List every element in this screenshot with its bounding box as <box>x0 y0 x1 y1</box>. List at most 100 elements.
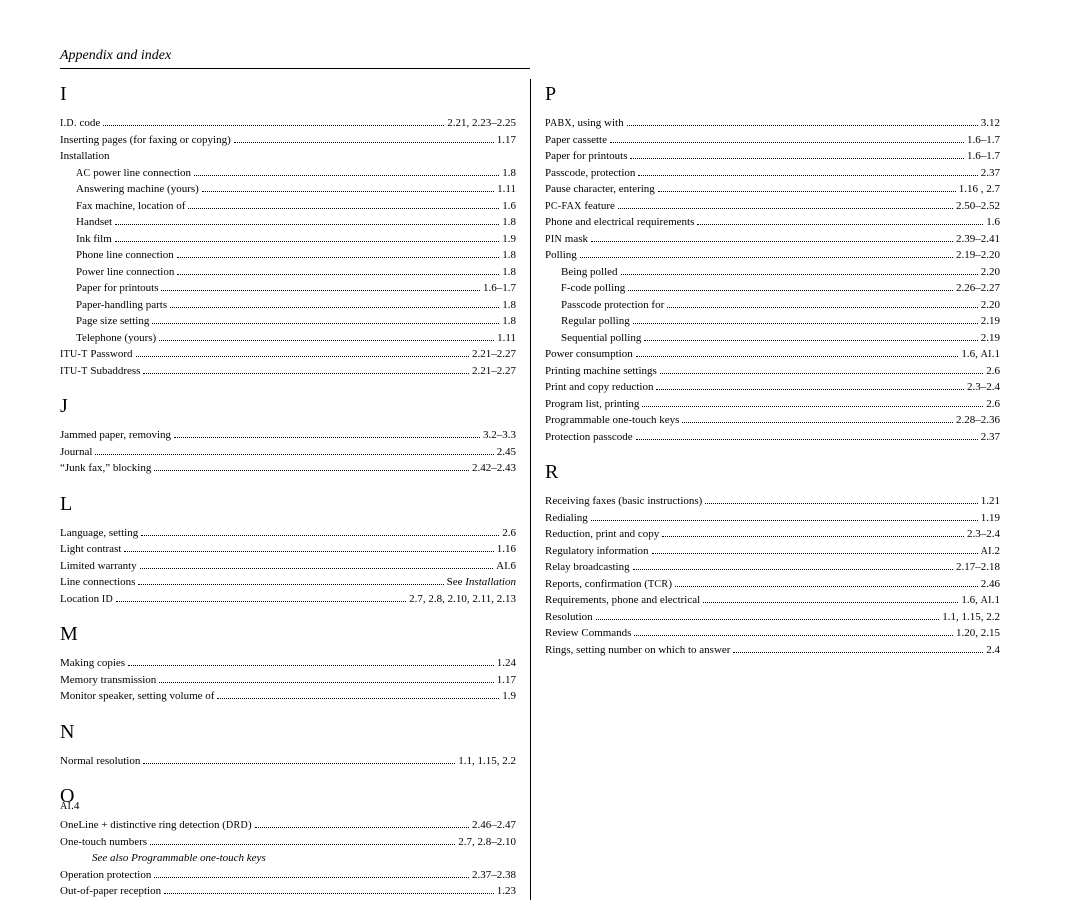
entry-label: Pause character, entering <box>545 181 655 198</box>
leader-dots <box>177 257 499 258</box>
entry-label: Location ID <box>60 591 113 608</box>
leader-dots <box>188 208 499 209</box>
section-letter: R <box>545 457 1000 487</box>
leader-dots <box>618 208 953 209</box>
entry-label: Sequential polling <box>561 330 641 347</box>
leader-dots <box>143 763 455 764</box>
leader-dots <box>140 568 493 569</box>
index-entry: Location ID2.7, 2.8, 2.10, 2.11, 2.13 <box>60 591 516 608</box>
entry-page: 2.3–2.4 <box>967 526 1000 543</box>
index-entry: Relay broadcasting2.17–2.18 <box>545 559 1000 576</box>
leader-dots <box>660 373 983 374</box>
index-entry: Power consumption1.6, AI.1 <box>545 346 1000 363</box>
entry-label: PC-FAX feature <box>545 198 615 215</box>
leader-dots <box>634 635 953 636</box>
entry-label: Paper-handling parts <box>76 297 167 314</box>
leader-dots <box>633 569 953 570</box>
leader-dots <box>159 340 494 341</box>
leader-dots <box>116 601 406 602</box>
entry-label: Answering machine (yours) <box>76 181 199 198</box>
entry-label: Polling <box>545 247 577 264</box>
entry-label: Operation protection <box>60 867 151 884</box>
entry-page: 1.1, 1.15, 2.2 <box>458 753 516 770</box>
entry-page: 2.37–2.38 <box>472 867 516 884</box>
entry-label: OneLine + distinctive ring detection (DR… <box>60 817 252 834</box>
leader-dots <box>150 844 455 845</box>
entry-page: 2.3–2.4 <box>967 379 1000 396</box>
entry-page: 2.46 <box>981 576 1000 593</box>
index-entry: Being polled2.20 <box>545 264 1000 281</box>
index-entry: Requirements, phone and electrical1.6, A… <box>545 592 1000 609</box>
leader-dots <box>202 191 494 192</box>
index-entry: Passcode, protection2.37 <box>545 165 1000 182</box>
leader-dots <box>580 257 953 258</box>
entry-label: Jammed paper, removing <box>60 427 171 444</box>
entry-label: Line connections <box>60 574 135 591</box>
entry-label: Ink film <box>76 231 112 248</box>
index-entry: Rings, setting number on which to answer… <box>545 642 1000 659</box>
entry-page: 2.20 <box>981 264 1000 281</box>
leader-dots <box>159 682 494 683</box>
entry-page: 1.6–1.7 <box>967 148 1000 165</box>
leader-dots <box>662 536 964 537</box>
entry-label: Paper for printouts <box>545 148 627 165</box>
entry-label: Print and copy reduction <box>545 379 653 396</box>
entry-page: 1.23 <box>497 883 516 900</box>
index-entry: Operation protection 2.37–2.38 <box>60 867 516 884</box>
entry-label: Paper for printouts <box>76 280 158 297</box>
index-entry: Print and copy reduction 2.3–2.4 <box>545 379 1000 396</box>
index-entry: Phone and electrical requirements1.6 <box>545 214 1000 231</box>
entry-page: 2.19–2.20 <box>956 247 1000 264</box>
index-entry: Making copies1.24 <box>60 655 516 672</box>
entry-page: 1.24 <box>497 655 516 672</box>
entry-label: Receiving faxes (basic instructions) <box>545 493 702 510</box>
entry-page: 2.37 <box>981 165 1000 182</box>
entry-page: 2.21–2.27 <box>472 363 516 380</box>
entry-page: 1.8 <box>502 247 516 264</box>
page-number: AI.4 <box>60 800 79 812</box>
leader-dots <box>170 307 499 308</box>
index-entry: ITU-T Password2.21–2.27 <box>60 346 516 363</box>
index-entry: Protection passcode2.37 <box>545 429 1000 446</box>
index-entry: Regular polling2.19 <box>545 313 1000 330</box>
index-entry: Printing machine settings2.6 <box>545 363 1000 380</box>
index-entry: OneLine + distinctive ring detection (DR… <box>60 817 516 834</box>
leader-dots <box>642 406 983 407</box>
entry-label: Limited warranty <box>60 558 137 575</box>
index-entry: Handset1.8 <box>60 214 516 231</box>
entry-page: 1.21 <box>981 493 1000 510</box>
leader-dots <box>141 535 499 536</box>
index-entry: PC-FAX feature2.50–2.52 <box>545 198 1000 215</box>
entry-label: F-code polling <box>561 280 625 297</box>
leader-dots <box>177 274 499 275</box>
leader-dots <box>636 439 978 440</box>
leader-dots <box>591 241 953 242</box>
leader-dots <box>630 158 964 159</box>
entry-label: Installation <box>60 148 110 165</box>
index-columns: II.D. code2.21, 2.23–2.25Inserting pages… <box>60 79 1020 900</box>
leader-dots <box>628 290 953 291</box>
leader-dots <box>638 175 977 176</box>
entry-page: 1.6 <box>986 214 1000 231</box>
index-entry: Limited warrantyAI.6 <box>60 558 516 575</box>
entry-label: Normal resolution <box>60 753 140 770</box>
leader-dots <box>95 454 493 455</box>
entry-page: 1.6, AI.1 <box>961 592 1000 609</box>
leader-dots <box>217 698 499 699</box>
entry-label: Inserting pages (for faxing or copying) <box>60 132 231 149</box>
leader-dots <box>596 619 940 620</box>
leader-dots <box>255 827 469 828</box>
leader-dots <box>591 520 978 521</box>
index-entry: F-code polling2.26–2.27 <box>545 280 1000 297</box>
entry-page: 1.11 <box>497 181 516 198</box>
left-column: II.D. code2.21, 2.23–2.25Inserting pages… <box>60 79 530 900</box>
index-entry: Phone line connection1.8 <box>60 247 516 264</box>
leader-dots <box>115 224 499 225</box>
entry-label: Monitor speaker, setting volume of <box>60 688 214 705</box>
index-entry: Resolution1.1, 1.15, 2.2 <box>545 609 1000 626</box>
leader-dots <box>703 602 958 603</box>
entry-page: 3.2–3.3 <box>483 427 516 444</box>
leader-dots <box>154 877 469 878</box>
entry-label: Relay broadcasting <box>545 559 630 576</box>
index-entry: Receiving faxes (basic instructions) 1.21 <box>545 493 1000 510</box>
